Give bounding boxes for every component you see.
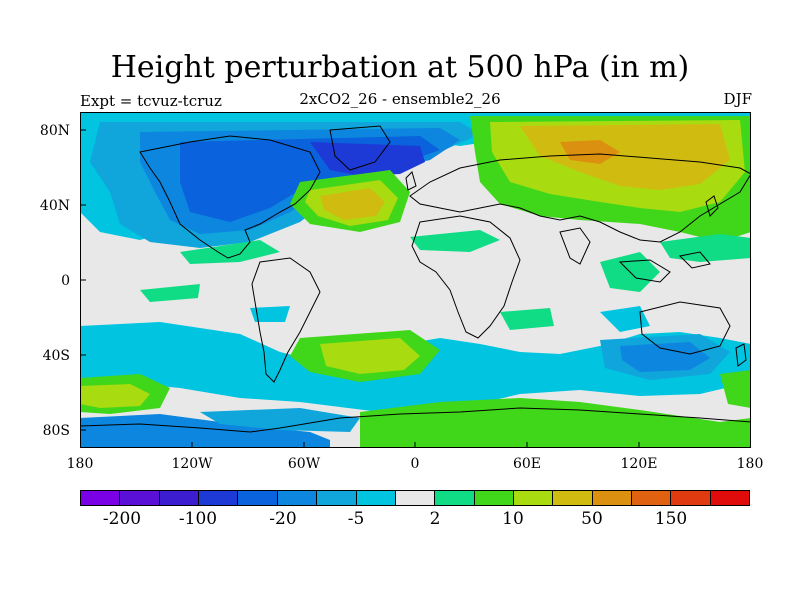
colorbar-label: 50 <box>581 509 603 529</box>
field-antarctic-green <box>360 398 751 448</box>
field-tropic-cyan-1 <box>250 306 290 322</box>
lon-label-60w: 60W <box>287 456 321 472</box>
colorbar-box-15 <box>671 491 711 505</box>
colorbar-box-6 <box>317 491 357 505</box>
colorbar-label: -200 <box>102 509 142 529</box>
lon-label-120w: 120W <box>171 456 213 472</box>
colorbar-box-13 <box>592 491 633 505</box>
field-tropic-green-1 <box>410 230 500 252</box>
colorbar-box-8 <box>395 491 436 505</box>
colorbar-label: -5 <box>347 509 365 529</box>
field-eurasia-orange <box>520 124 730 190</box>
colorbar-box-16 <box>710 491 750 505</box>
lon-label-180w: 180 <box>66 456 94 472</box>
field-atlantic-high-orange <box>320 188 385 220</box>
field-tropic-cyan-2 <box>600 306 650 332</box>
lon-label-0: 0 <box>410 456 420 472</box>
colorbar <box>80 490 750 506</box>
map-panel <box>80 112 751 448</box>
lon-label-60e: 60E <box>512 456 542 472</box>
field-antarctic-blue <box>80 414 330 448</box>
colorbar-box-3 <box>199 491 239 505</box>
lat-label-40s: 40S <box>42 348 70 364</box>
season-label: DJF <box>723 90 752 108</box>
field-sio-blue-2 <box>620 342 710 372</box>
colorbar-label: 10 <box>502 509 524 529</box>
field-eurasia-core <box>560 140 620 164</box>
experiment-label: Expt = tcvuz-tcruz <box>80 92 222 110</box>
field-sh-green-1 <box>140 284 200 302</box>
lon-label-180e: 180 <box>736 456 764 472</box>
colorbar-box-7 <box>356 491 396 505</box>
field-sh-green-2 <box>500 308 554 330</box>
lat-label-80n: 80N <box>39 123 70 139</box>
ensemble-label: 2xCO2_26 - ensemble2_26 <box>299 90 501 108</box>
colorbar-label: -20 <box>269 509 297 529</box>
colorbar-box-0 <box>81 491 121 505</box>
colorbar-box-11 <box>513 491 554 505</box>
colorbar-box-12 <box>553 491 593 505</box>
field-swp-green-east <box>720 370 751 408</box>
field-satl-yellow <box>320 338 420 374</box>
coastlines <box>80 125 751 433</box>
lat-label-0: 0 <box>61 273 70 289</box>
colorbar-label: 150 <box>654 509 688 529</box>
field-tropic-green-2 <box>180 240 280 264</box>
field-north-blue-4 <box>310 142 425 176</box>
colorbar-box-14 <box>632 491 672 505</box>
field-swp-yellow <box>80 384 150 408</box>
colorbar-box-4 <box>238 491 278 505</box>
axis-ticks <box>80 129 640 448</box>
colorbar-label: 2 <box>429 509 441 529</box>
lat-label-80s: 80S <box>42 423 70 439</box>
colorbar-box-1 <box>120 491 160 505</box>
plot-title: Height perturbation at 500 hPa (in m) <box>110 50 690 85</box>
lon-label-120e: 120E <box>620 456 658 472</box>
colorbar-box-5 <box>277 491 318 505</box>
lat-label-40n: 40N <box>39 198 70 214</box>
colorbar-box-2 <box>159 491 200 505</box>
colorbar-box-9 <box>435 491 475 505</box>
contour-map <box>80 112 751 448</box>
colorbar-box-10 <box>474 491 514 505</box>
field-antarctic-cyan <box>200 408 360 432</box>
colorbar-label: -100 <box>178 509 218 529</box>
